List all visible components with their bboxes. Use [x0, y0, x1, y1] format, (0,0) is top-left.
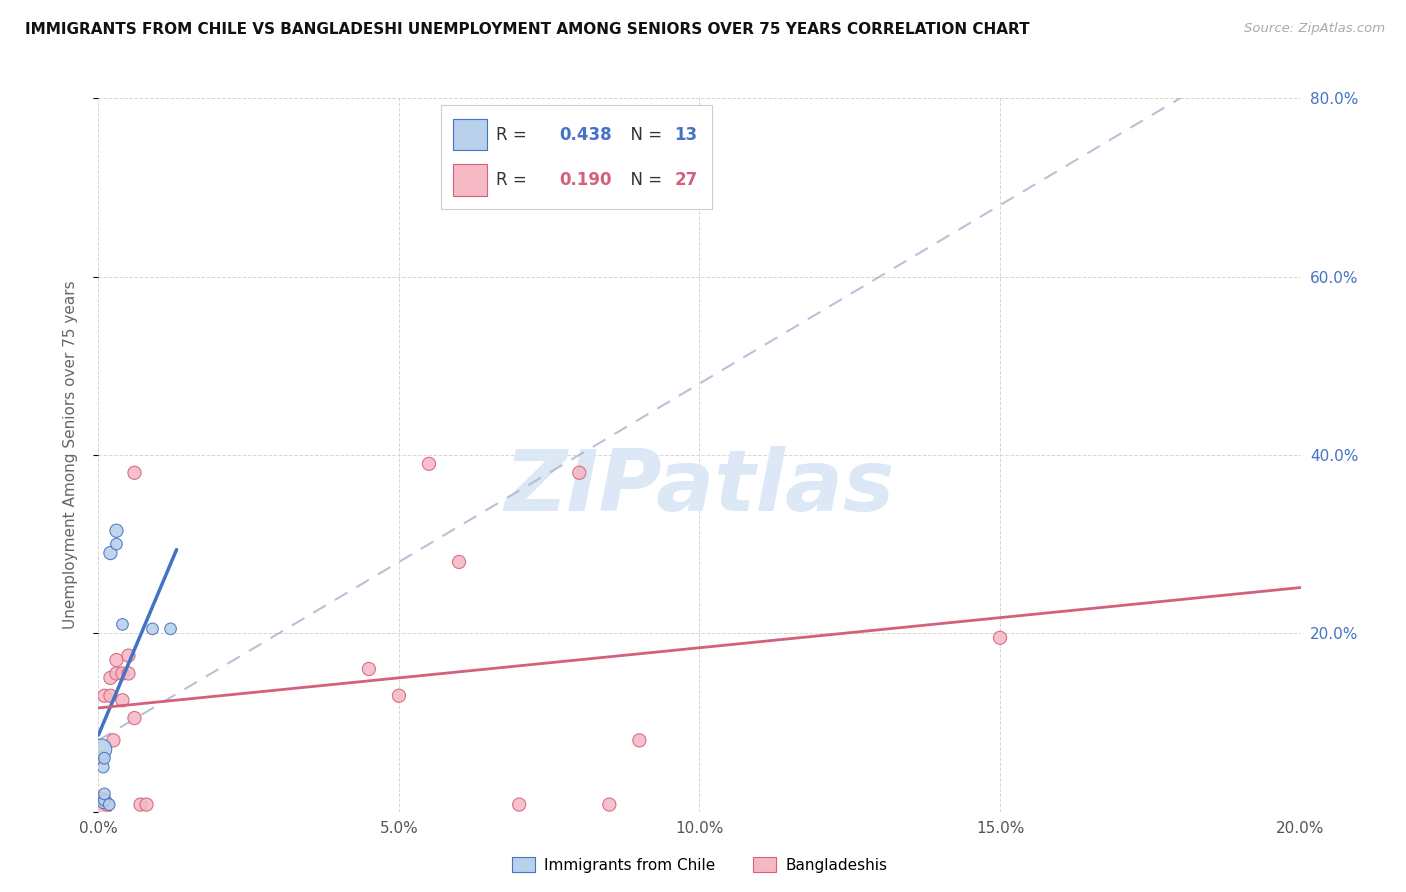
Point	[357, 662, 380, 676]
Y-axis label: Unemployment Among Seniors over 75 years: Unemployment Among Seniors over 75 years	[63, 281, 77, 629]
FancyBboxPatch shape	[453, 164, 486, 196]
Text: N =: N =	[620, 126, 668, 144]
Point	[105, 666, 128, 681]
Text: Source: ZipAtlas.com: Source: ZipAtlas.com	[1244, 22, 1385, 36]
Point	[117, 648, 139, 663]
Point	[111, 693, 134, 707]
Point	[93, 794, 115, 808]
Point	[568, 466, 591, 480]
Text: IMMIGRANTS FROM CHILE VS BANGLADESHI UNEMPLOYMENT AMONG SENIORS OVER 75 YEARS CO: IMMIGRANTS FROM CHILE VS BANGLADESHI UNE…	[25, 22, 1031, 37]
Point	[988, 631, 1011, 645]
Point	[93, 787, 115, 801]
Text: 0.190: 0.190	[558, 171, 612, 189]
Point	[105, 537, 128, 551]
Point	[388, 689, 411, 703]
Point	[598, 797, 620, 812]
Point	[111, 617, 134, 632]
Text: R =: R =	[496, 171, 533, 189]
Point	[89, 797, 111, 812]
Point	[98, 797, 121, 812]
Point	[103, 733, 125, 747]
Point	[91, 796, 114, 810]
Legend: Immigrants from Chile, Bangladeshis: Immigrants from Chile, Bangladeshis	[506, 851, 893, 879]
Point	[447, 555, 470, 569]
Point	[418, 457, 440, 471]
Point	[124, 466, 146, 480]
Point	[628, 733, 651, 747]
Point	[96, 797, 118, 812]
FancyBboxPatch shape	[453, 119, 486, 150]
Point	[100, 671, 122, 685]
Point	[93, 793, 115, 807]
Text: N =: N =	[620, 171, 668, 189]
Point	[105, 524, 128, 538]
Point	[93, 751, 115, 765]
Text: 0.438: 0.438	[558, 126, 612, 144]
Point	[105, 653, 128, 667]
Point	[117, 666, 139, 681]
Text: R =: R =	[496, 126, 533, 144]
Point	[135, 797, 157, 812]
Point	[90, 751, 112, 765]
Text: ZIPatlas: ZIPatlas	[505, 445, 894, 529]
Point	[111, 666, 134, 681]
Text: 13: 13	[675, 126, 697, 144]
FancyBboxPatch shape	[441, 105, 711, 209]
Point	[91, 760, 114, 774]
Point	[100, 689, 122, 703]
Point	[159, 622, 181, 636]
Point	[141, 622, 163, 636]
Point	[129, 797, 152, 812]
Point	[508, 797, 530, 812]
Point	[124, 711, 146, 725]
Point	[100, 546, 122, 560]
Point	[90, 742, 112, 756]
Text: 27: 27	[675, 171, 697, 189]
Point	[93, 689, 115, 703]
